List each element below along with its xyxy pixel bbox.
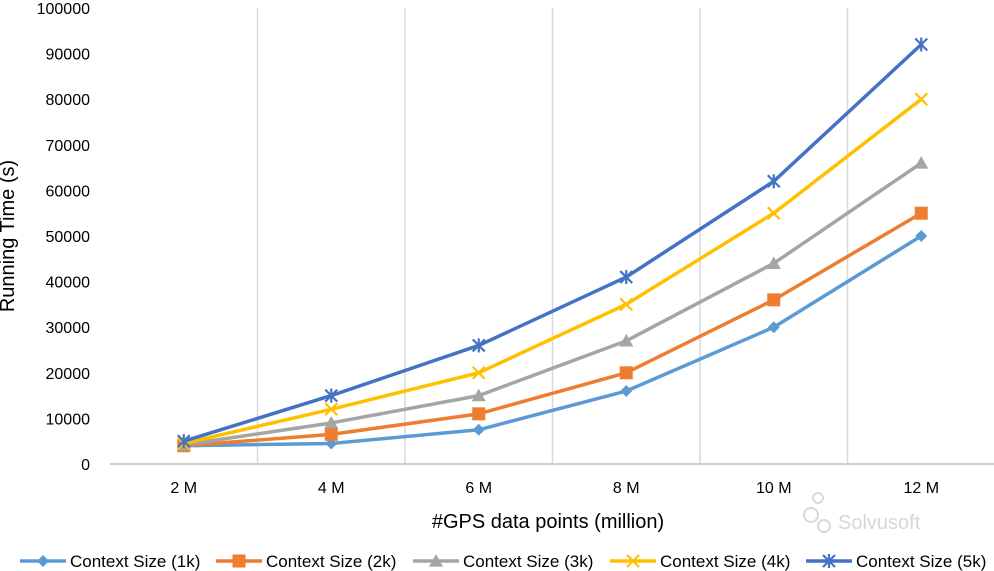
solvusoft-logo-icon	[803, 492, 831, 533]
vertical-gridlines	[256, 8, 849, 464]
data-point	[619, 297, 634, 312]
series-line	[183, 234, 923, 448]
data-point	[766, 174, 781, 189]
y-tick-label: 50000	[46, 229, 91, 246]
data-point	[324, 415, 339, 429]
series-line	[183, 161, 923, 447]
data-point	[472, 423, 485, 436]
data-point	[767, 293, 781, 307]
y-tick-label: 10000	[46, 411, 91, 428]
legend: Context Size (1k) Context Size (2k) Contex…	[20, 552, 986, 571]
y-tick-label: 60000	[46, 183, 91, 200]
y-tick-label: 40000	[46, 275, 91, 292]
data-point	[619, 333, 634, 347]
legend-label: Context Size (2k)	[266, 552, 396, 571]
series-lines	[176, 37, 929, 453]
x-tick-label: 8 M	[613, 480, 640, 497]
data-point	[324, 388, 339, 403]
x-tick-label: 10 M	[756, 480, 792, 497]
y-axis-title: Running Time (s)	[0, 160, 19, 312]
data-point	[324, 427, 338, 441]
data-point	[914, 37, 929, 52]
watermark-text: Solvusoft	[838, 512, 921, 534]
data-point	[915, 230, 928, 242]
x-tick-labels: 2 M 4 M 6 M 8 M 10 M 12 M	[170, 480, 939, 497]
series-1	[177, 230, 928, 452]
y-tick-label: 30000	[46, 320, 91, 337]
y-tick-label: 70000	[46, 138, 91, 155]
data-point	[619, 366, 633, 380]
x-axis-title: #GPS data points (million)	[432, 511, 664, 533]
legend-item: Context Size (4k)	[610, 552, 790, 571]
data-point	[767, 321, 780, 334]
y-tick-label: 80000	[46, 92, 91, 109]
data-point	[766, 256, 781, 269]
watermark: Solvusoft	[803, 492, 921, 534]
legend-item: Context Size (2k)	[216, 552, 396, 571]
legend-item: Context Size (1k)	[20, 552, 200, 571]
legend-label: Context Size (3k)	[463, 552, 593, 571]
data-point	[176, 434, 191, 449]
data-point	[472, 407, 486, 421]
x-tick-label: 2 M	[170, 480, 197, 497]
legend-marker	[37, 555, 49, 567]
legend-marker	[626, 554, 640, 568]
data-point	[471, 338, 486, 353]
data-point	[471, 388, 486, 402]
legend-item: Context Size (5k)	[806, 552, 986, 571]
legend-marker	[822, 554, 836, 568]
legend-label: Context Size (1k)	[70, 552, 200, 571]
data-point	[620, 385, 633, 398]
data-point	[471, 366, 486, 380]
data-point	[619, 270, 634, 285]
series-line	[183, 211, 923, 448]
series-line	[183, 97, 923, 446]
x-tick-label: 12 M	[903, 480, 939, 497]
data-point	[766, 206, 781, 220]
data-point	[914, 92, 929, 106]
data-point	[324, 402, 339, 417]
series-line	[183, 43, 923, 443]
y-tick-label: 20000	[46, 366, 91, 383]
legend-item: Context Size (3k)	[413, 552, 593, 571]
legend-marker	[232, 554, 246, 568]
x-tick-label: 6 M	[465, 480, 492, 497]
legend-marker	[429, 554, 443, 567]
legend-label: Context Size (5k)	[856, 552, 986, 571]
x-tick-label: 4 M	[318, 480, 345, 497]
y-tick-label: 90000	[46, 47, 91, 64]
legend-label: Context Size (4k)	[660, 552, 790, 571]
series-5	[176, 37, 929, 449]
y-tick-labels: 0 10000 20000 30000 40000 50000 60000 70000 8000…	[37, 1, 90, 474]
y-tick-label: 100000	[37, 1, 90, 18]
data-point	[914, 156, 929, 169]
y-tick-label: 0	[81, 457, 90, 474]
data-point	[914, 206, 928, 220]
